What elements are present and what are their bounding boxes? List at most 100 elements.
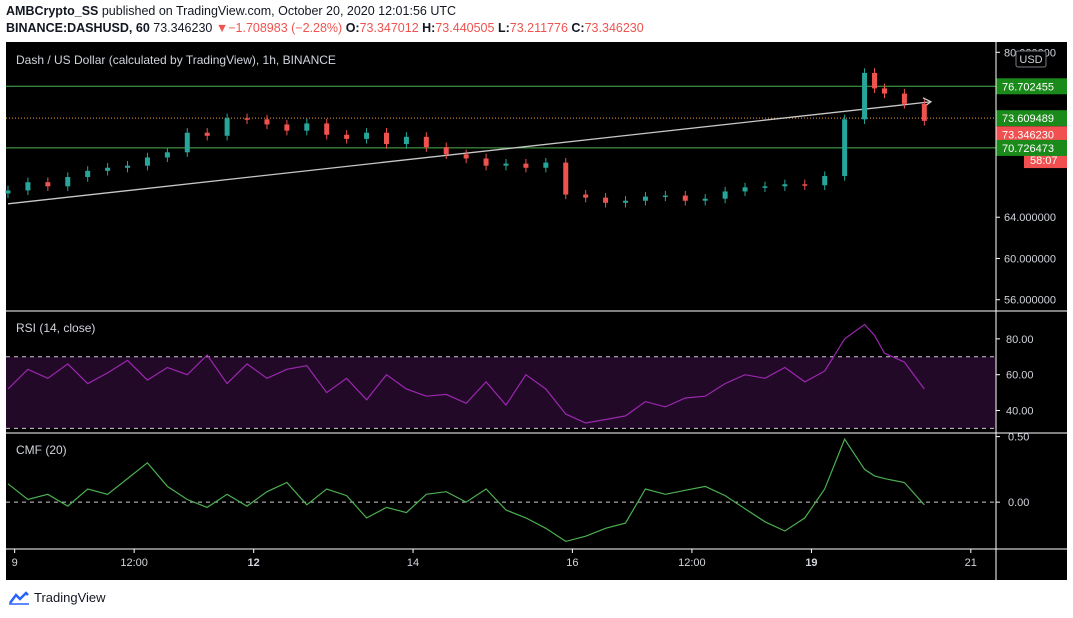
candle[interactable] [125, 165, 131, 168]
candle[interactable] [164, 152, 170, 158]
candle[interactable] [742, 187, 748, 192]
down-arrow-icon: ▼ [215, 21, 229, 35]
candle[interactable] [344, 134, 350, 139]
candle[interactable] [503, 163, 509, 166]
candle[interactable] [523, 163, 529, 168]
candle[interactable] [642, 196, 648, 201]
open-value: 73.347012 [359, 21, 419, 35]
rsi-band-fill [6, 356, 996, 429]
high-value: 73.440505 [435, 21, 495, 35]
cmf-tick-label: 0.50 [1008, 432, 1029, 444]
candle[interactable] [224, 118, 230, 136]
candle[interactable] [802, 184, 808, 186]
candle[interactable] [304, 123, 310, 131]
candle[interactable] [543, 162, 549, 168]
cmf-line[interactable] [7, 437, 925, 543]
candle[interactable] [842, 119, 848, 176]
current-price-label: 73.346230 [1002, 129, 1054, 141]
candle[interactable] [463, 154, 469, 159]
close-label: C: [571, 21, 585, 35]
price-tick-label: 56.000000 [1004, 295, 1056, 307]
candle[interactable] [872, 72, 878, 89]
price-change: −1.708983 (−2.28%) [228, 21, 343, 35]
published-text: published on TradingView.com, October 20… [98, 4, 457, 18]
candle[interactable] [423, 136, 429, 148]
time-tick-label: 21 [965, 557, 977, 569]
candle[interactable] [583, 194, 589, 198]
candle[interactable] [623, 200, 629, 203]
time-tick-label: 12:00 [678, 557, 706, 569]
chart-area[interactable]: 80.00000064.00000060.00000056.00000076.7… [0, 42, 1073, 582]
support-price-label: 70.726473 [1002, 143, 1054, 155]
mid-level-price-label-bg [996, 110, 1067, 127]
open-label: O: [345, 21, 360, 35]
candle[interactable] [105, 167, 111, 171]
rsi-tick-label: 60.00 [1006, 370, 1034, 382]
candle[interactable] [85, 170, 91, 178]
candle[interactable] [264, 119, 270, 125]
candle[interactable] [662, 195, 668, 198]
candle[interactable] [603, 197, 609, 203]
symbol-label: BINANCE:DASHUSD, 60 [6, 21, 150, 35]
currency-label: USD [1019, 54, 1042, 66]
candle[interactable] [443, 147, 449, 155]
candle[interactable] [324, 123, 330, 135]
time-tick-label: 16 [566, 557, 578, 569]
rsi-title: RSI (14, close) [16, 321, 95, 335]
rsi-pane[interactable]: 80.00 60.00 40.00 [6, 323, 1034, 429]
publish-info: AMBCrypto_SS published on TradingView.co… [6, 4, 456, 18]
candle[interactable] [184, 132, 190, 153]
rsi-tick-label: 40.00 [1006, 406, 1034, 418]
publisher-name[interactable]: AMBCrypto_SS [6, 4, 99, 18]
resistance-price-label-bg [996, 78, 1067, 95]
candle[interactable] [5, 190, 11, 194]
rsi-tick-label: 80.00 [1006, 334, 1034, 346]
support-price-label-bg [996, 139, 1067, 156]
time-tick-label: 12:00 [120, 557, 148, 569]
time-tick-label: 19 [805, 557, 817, 569]
candle[interactable] [403, 136, 409, 145]
candle[interactable] [782, 184, 788, 187]
candle[interactable] [762, 186, 768, 188]
time-tick-label: 9 [12, 557, 18, 569]
candle[interactable] [25, 182, 31, 191]
cmf-pane[interactable]: 0.50 0.00 [6, 432, 1029, 543]
close-value: 73.346230 [584, 21, 644, 35]
ohlc-line: BINANCE:DASHUSD, 60 73.346230 ▼−1.708983… [6, 21, 644, 35]
candle[interactable] [483, 158, 489, 166]
tradingview-brand: TradingView [34, 590, 106, 605]
resistance-price-label: 76.702455 [1002, 81, 1054, 93]
candle[interactable] [862, 72, 868, 120]
candle[interactable] [144, 157, 150, 166]
time-tick-label: 14 [407, 557, 419, 569]
price-tick-label: 64.000000 [1004, 212, 1056, 224]
candle[interactable] [45, 182, 51, 187]
low-label: L: [497, 21, 510, 35]
time-tick-label: 12 [248, 557, 260, 569]
rsi-line[interactable] [7, 323, 925, 424]
candle[interactable] [284, 124, 290, 131]
tradingview-logo[interactable]: TradingView [8, 590, 106, 605]
trend-line[interactable] [7, 101, 932, 205]
candle[interactable] [563, 162, 569, 195]
last-price: 73.346230 [153, 21, 213, 35]
candle[interactable] [364, 132, 370, 139]
mid-level-price-label: 73.609489 [1002, 113, 1054, 125]
candle[interactable] [881, 88, 887, 94]
currency-button[interactable] [1015, 50, 1047, 68]
low-value: 73.211776 [509, 21, 568, 35]
current-price-label-bg [996, 126, 1067, 143]
candle[interactable] [65, 177, 71, 187]
candle[interactable] [822, 176, 828, 186]
countdown-bg [1024, 152, 1067, 169]
candle[interactable] [901, 93, 907, 104]
candle[interactable] [204, 132, 210, 136]
candle[interactable] [702, 198, 708, 201]
bar-countdown: 58:07 [1030, 155, 1058, 167]
candle[interactable] [383, 132, 389, 145]
candle[interactable] [722, 191, 728, 199]
candle[interactable] [682, 195, 688, 201]
candle[interactable] [244, 118, 250, 120]
candle[interactable] [921, 103, 927, 121]
